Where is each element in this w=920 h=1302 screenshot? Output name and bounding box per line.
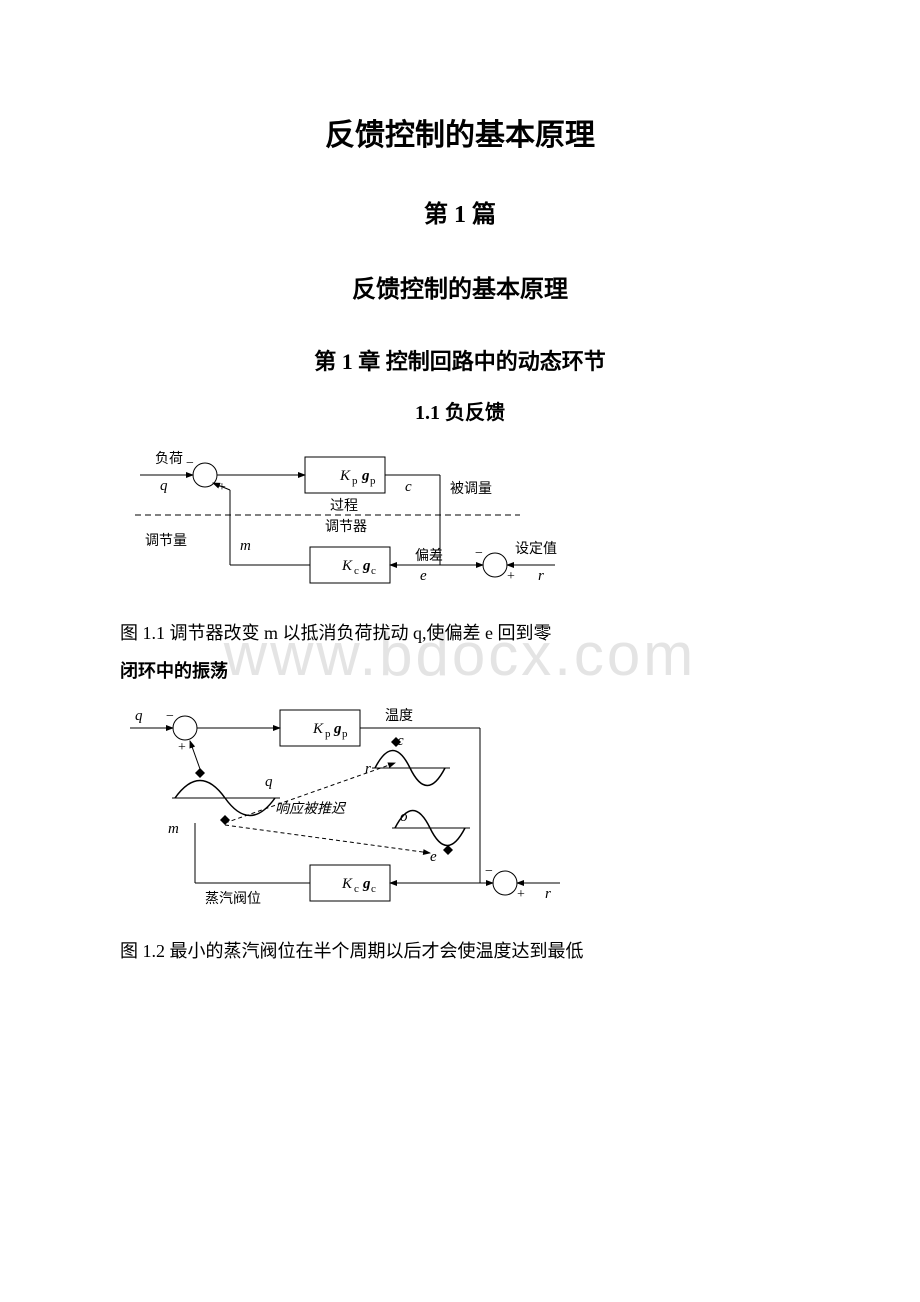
label-setpoint: 设定值 [515,541,557,557]
svg-text:p: p [370,475,376,487]
d2-label-e: e [430,849,437,865]
svg-text:g: g [362,876,371,892]
svg-text:−: − [186,456,194,471]
svg-text:+: + [517,887,525,902]
figure-1-2-caption: 图 1.2 最小的蒸汽阀位在半个周期以后才会使温度达到最低 [120,937,820,963]
label-m: m [240,538,251,554]
part-number: 第 1 篇 [100,194,820,229]
svg-text:−: − [166,709,174,724]
svg-text:c: c [371,565,376,577]
svg-text:p: p [325,728,331,740]
svg-text:+: + [178,740,186,755]
svg-text:c: c [354,565,359,577]
section-title: 1.1 负反馈 [100,396,820,425]
figure-1-1-caption: 图 1.1 调节器改变 m 以抵消负荷扰动 q,使偏差 e 回到零 [120,619,820,645]
label-process: 过程 [330,498,358,514]
label-q: q [160,478,168,494]
d2-label-m: m [168,821,179,837]
svg-text:c: c [371,883,376,895]
label-e: e [420,568,427,584]
svg-text:c: c [354,883,359,895]
document-title: 反馈控制的基本原理 [100,110,820,154]
d2-label-r-upper: r [365,761,371,777]
d2-label-steam: 蒸汽阀位 [205,891,261,907]
svg-text:q: q [265,774,273,790]
figure-1-2: q − + K p g p 温度 c r o e q m [100,693,820,923]
d2-label-q: q [135,708,143,724]
svg-text:K: K [312,721,324,737]
label-c: c [405,479,412,495]
svg-text:p: p [352,475,358,487]
label-r: r [538,568,544,584]
figure-1-1: K p g p 负荷 q − + c 被调量 过程 调节器 − + 设定值 r … [100,435,820,605]
svg-text:K: K [341,876,353,892]
svg-text:g: g [361,468,370,484]
svg-text:K: K [339,468,351,484]
label-load: 负荷 [155,451,183,467]
svg-text:p: p [342,728,348,740]
svg-text:g: g [362,558,371,574]
svg-text:−: − [475,546,483,561]
d2-label-o: o [400,809,408,825]
d2-label-temperature: 温度 [385,708,413,724]
part-title: 反馈控制的基本原理 [100,269,820,304]
d2-label-r: r [545,886,551,902]
svg-text:+: + [507,569,515,584]
chapter-title: 第 1 章 控制回路中的动态环节 [100,344,820,376]
d2-label-delay: 响应被推迟 [275,801,347,817]
label-controller: 调节器 [325,519,367,535]
label-error: 偏差 [415,548,443,564]
label-controlled: 被调量 [450,481,492,497]
svg-text:−: − [485,864,493,879]
svg-text:g: g [333,721,342,737]
svg-text:K: K [341,558,353,574]
label-manipulated: 调节量 [145,533,187,549]
subheading-oscillation: 闭环中的振荡 [120,657,820,683]
